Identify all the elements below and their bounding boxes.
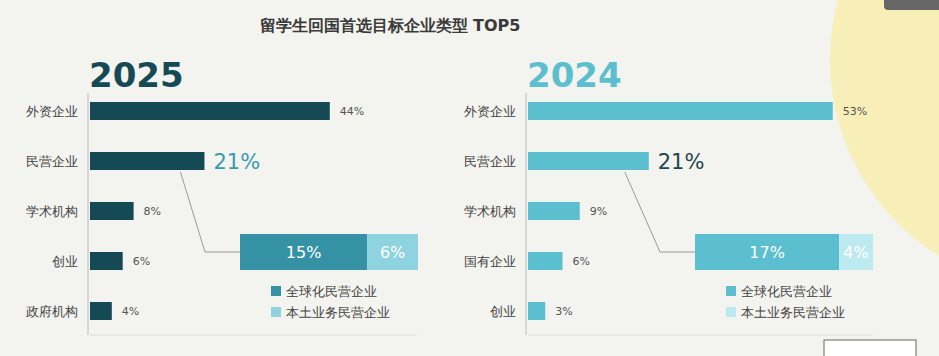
- segments: [240, 234, 418, 270]
- highlight-label: 21%: [658, 150, 705, 174]
- segment-label: 15%: [286, 243, 322, 262]
- category-label: 学术机构: [26, 204, 78, 219]
- chart-title: 2025: [89, 55, 184, 95]
- bar: [528, 202, 580, 220]
- legend-swatch: [726, 307, 736, 317]
- category-label: 国有企业: [464, 254, 516, 269]
- data-label: 44%: [340, 105, 364, 118]
- bar: [528, 102, 833, 120]
- category-label: 创业: [490, 304, 516, 319]
- category-label: 创业: [52, 254, 78, 269]
- category-axis: [88, 93, 89, 335]
- connector: [625, 172, 695, 252]
- page-title: 留学生回国首选目标企业类型 TOP5: [260, 16, 521, 35]
- decoration: [830, 0, 939, 290]
- legend-label: 全球化民营企业: [286, 284, 377, 299]
- legend-swatch: [726, 286, 736, 296]
- background: [0, 0, 939, 356]
- bar: [528, 302, 545, 320]
- bar: [528, 152, 649, 170]
- data-label: 6%: [133, 255, 150, 268]
- segment: [367, 234, 418, 270]
- segments: [695, 234, 873, 270]
- canvas: 留学生回国首选目标企业类型 TOP52025外资企业民营企业学术机构创业政府机构…: [0, 0, 939, 356]
- segment: [695, 234, 839, 270]
- legend-swatch: [271, 307, 281, 317]
- bar: [90, 152, 204, 170]
- bars: [528, 102, 833, 320]
- category-label: 外资企业: [26, 104, 78, 119]
- segment: [240, 234, 367, 270]
- bar: [90, 252, 123, 270]
- value-axis: [90, 335, 417, 336]
- value-axis: [528, 335, 873, 336]
- category-label: 民营企业: [26, 154, 78, 169]
- connector: [180, 172, 240, 252]
- data-label: 4%: [122, 305, 139, 318]
- decoration: [824, 340, 916, 356]
- data-label: 8%: [144, 205, 161, 218]
- category-label: 政府机构: [26, 304, 78, 319]
- bar: [90, 102, 330, 120]
- category-label: 民营企业: [464, 154, 516, 169]
- bar: [90, 302, 112, 320]
- legend-swatch: [271, 286, 281, 296]
- chart: 2025 外资企业民营企业学术机构创业政府机构 44% 21% 8% 6% 4%: [26, 55, 417, 335]
- segment: [839, 234, 873, 270]
- decoration: [884, 0, 939, 10]
- category-axis: [526, 93, 527, 335]
- chart: 2024 外资企业民营企业学术机构国有企业创业 53% 21% 9% 6% 3%: [464, 55, 873, 335]
- segment-label: 4%: [843, 243, 868, 262]
- legend-label: 全球化民营企业: [741, 284, 832, 299]
- category-label: 学术机构: [464, 204, 516, 219]
- data-label: 53%: [843, 105, 867, 118]
- breakdown-chart: 15% 6% 全球化民营企业本土业务民营企业: [180, 172, 418, 320]
- data-label: 9%: [590, 205, 607, 218]
- legend-label: 本土业务民营企业: [741, 305, 845, 320]
- segment-label: 17%: [749, 243, 785, 262]
- data-label: 6%: [573, 255, 590, 268]
- legend-label: 本土业务民营企业: [286, 305, 390, 320]
- data-label: 3%: [555, 305, 572, 318]
- bar: [528, 252, 563, 270]
- breakdown-chart: 17% 4% 全球化民营企业本土业务民营企业: [625, 172, 873, 320]
- chart-title: 2024: [527, 55, 622, 95]
- highlight-label: 21%: [213, 150, 260, 174]
- category-label: 外资企业: [464, 104, 516, 119]
- bar: [90, 202, 134, 220]
- segment-label: 6%: [380, 243, 405, 262]
